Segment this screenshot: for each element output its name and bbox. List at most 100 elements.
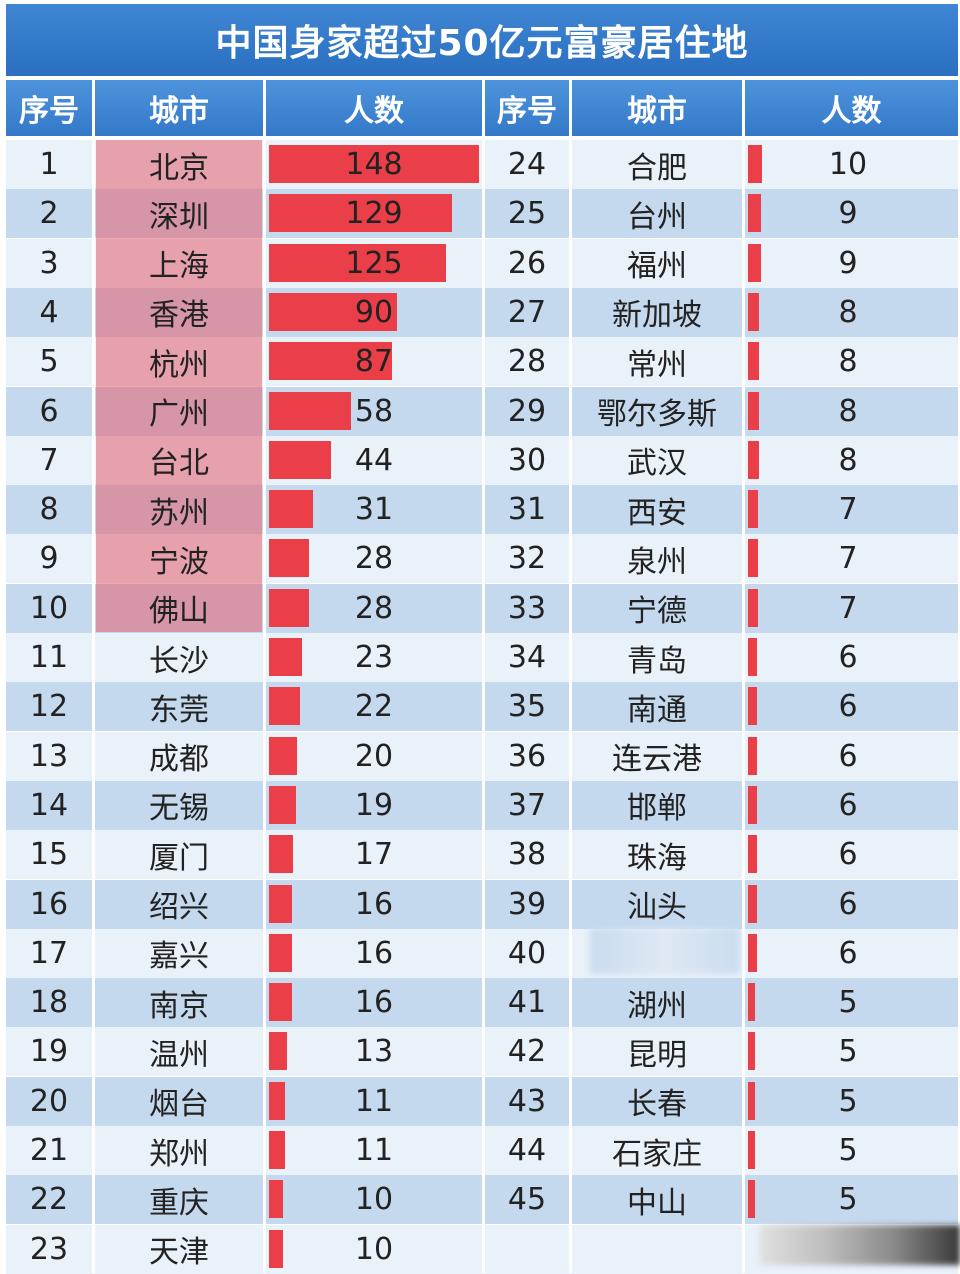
count-label: 6 [838,886,858,922]
count-label: 16 [354,985,394,1021]
rank-cell: 43 [507,1083,547,1119]
rank-cell: 45 [507,1182,547,1218]
count-label: 11 [354,1133,394,1168]
bar-32 [748,539,758,578]
count-label: 7 [838,492,858,528]
rank-cell: 37 [507,787,547,823]
bar-8 [269,490,313,529]
city-cell: 青岛 [627,643,687,679]
bar-26 [748,243,761,282]
city-cell: 深圳 [149,199,209,235]
bar-39 [748,884,757,923]
header-rank-left: 序号 [6,80,92,136]
rank-cell: 34 [507,640,547,675]
rank-cell: 7 [39,442,59,478]
city-cell: 台州 [627,199,687,235]
rank-cell: 4 [39,294,59,330]
rank-cell: 28 [507,344,547,380]
city-cell: 汕头 [627,890,687,925]
rank-cell: 38 [507,837,547,873]
city-cell: 石家庄 [612,1136,702,1172]
count-label: 5 [838,1034,858,1070]
rank-cell: 15 [29,837,69,873]
header-count-right: 人数 [745,80,958,136]
count-label: 87 [354,344,394,380]
rank-cell: 31 [507,492,547,528]
bar-15 [269,835,293,874]
count-label: 28 [354,590,394,626]
column-divider [263,80,266,1273]
rank-cell: 32 [507,541,547,577]
bar-3 [269,243,446,282]
city-cell: 邯郸 [627,791,687,827]
count-label: 5 [838,1182,858,1218]
rank-cell: 40 [507,935,547,971]
city-cell: 广州 [149,397,209,432]
rank-cell: 33 [507,590,547,626]
rank-cell: 12 [29,689,69,725]
city-cell: 连云港 [612,742,702,778]
column-divider [482,80,485,1273]
rank-cell: 35 [507,689,547,725]
bar-37 [748,785,757,824]
count-label: 22 [354,689,394,725]
bar-21 [269,1131,285,1169]
bar-23 [269,1229,283,1268]
rank-cell: 3 [39,245,59,281]
bar-11 [269,638,302,676]
count-label: 129 [345,196,403,232]
rank-cell: 18 [29,985,69,1021]
count-label: 28 [354,541,394,577]
city-cell: 佛山 [149,594,209,630]
count-label: 125 [345,245,403,281]
bar-35 [748,687,757,726]
bar-27 [748,292,759,331]
bar-28 [748,342,759,381]
city-cell: 厦门 [149,840,209,876]
bar-10 [269,588,309,627]
header-city-right: 城市 [572,80,742,136]
count-label: 9 [838,196,858,232]
city-cell: 苏州 [149,495,209,531]
count-label: 6 [838,689,858,725]
city-cell: 杭州 [149,347,209,383]
count-label: 16 [354,935,394,971]
bar-25 [748,194,761,233]
bar-2 [269,194,452,233]
bar-24 [748,145,762,183]
city-cell: 嘉兴 [149,939,209,975]
city-cell: 福州 [627,249,687,285]
count-label: 44 [354,442,394,478]
rank-cell: 6 [39,393,59,429]
count-label: 8 [838,393,858,429]
count-label: 8 [838,344,858,380]
rank-cell: 25 [507,196,547,232]
city-cell: 长沙 [149,643,209,679]
bar-14 [269,785,296,824]
city-cell: 常州 [627,347,687,383]
rank-cell: 24 [507,147,547,182]
city-cell: 温州 [149,1037,209,1073]
count-label: 5 [838,985,858,1021]
rank-cell: 2 [39,196,59,232]
rank-cell: 14 [29,787,69,823]
rank-cell: 41 [507,985,547,1021]
count-label: 6 [838,738,858,774]
column-divider [92,80,95,1273]
rank-cell: 17 [29,935,69,971]
blurred-corner-patch [760,1225,960,1265]
rank-cell: 39 [507,886,547,922]
rank-cell: 22 [29,1182,69,1218]
city-cell: 湖州 [627,988,687,1024]
city-cell: 重庆 [149,1185,209,1221]
top10-highlight [96,140,262,632]
city-cell: 无锡 [149,791,209,827]
rank-cell: 21 [29,1133,69,1168]
city-cell: 绍兴 [149,890,209,925]
bar-30 [748,440,759,479]
city-cell: 北京 [149,150,209,186]
count-label: 8 [838,294,858,330]
bar-22 [269,1180,283,1219]
bar-17 [269,933,292,972]
header-count-left: 人数 [266,80,482,136]
